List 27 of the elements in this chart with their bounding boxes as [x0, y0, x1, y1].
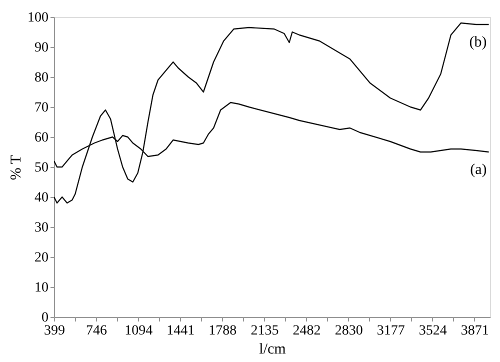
x-tick-label: 1441	[166, 324, 195, 338]
y-tick-label: 30	[34, 220, 48, 236]
x-tick-label: 2830	[334, 324, 363, 338]
y-tick-label: 50	[34, 160, 48, 176]
line-series	[54, 22, 490, 204]
x-tick-label: 3524	[418, 324, 447, 338]
x-tick-label: 399	[44, 324, 65, 338]
y-tick-label: 20	[34, 250, 48, 266]
y-tick-label: 40	[34, 190, 48, 206]
x-tick-label: 1094	[124, 324, 153, 338]
x-tick-label: 3871	[460, 324, 489, 338]
y-tick-label: 100	[28, 10, 48, 26]
x-tick-label: 2482	[292, 324, 321, 338]
y-tick-label: 60	[34, 130, 48, 146]
y-axis-title: % T	[8, 154, 24, 180]
y-tick-label: 10	[34, 280, 48, 296]
y-tick-label: 90	[34, 40, 48, 56]
y-tick-label: 0	[42, 310, 48, 326]
y-tick-label: 80	[34, 70, 48, 86]
x-tick-label: 746	[86, 324, 108, 338]
y-tick-label: 70	[34, 100, 48, 116]
series-label: (a)	[470, 162, 487, 178]
series-label: (b)	[469, 34, 487, 50]
x-tick-label: 2135	[250, 324, 279, 338]
x-tick-label: 3177	[376, 324, 405, 338]
x-tick-label: 1788	[208, 324, 237, 338]
x-axis-title: l/cm	[259, 342, 286, 358]
